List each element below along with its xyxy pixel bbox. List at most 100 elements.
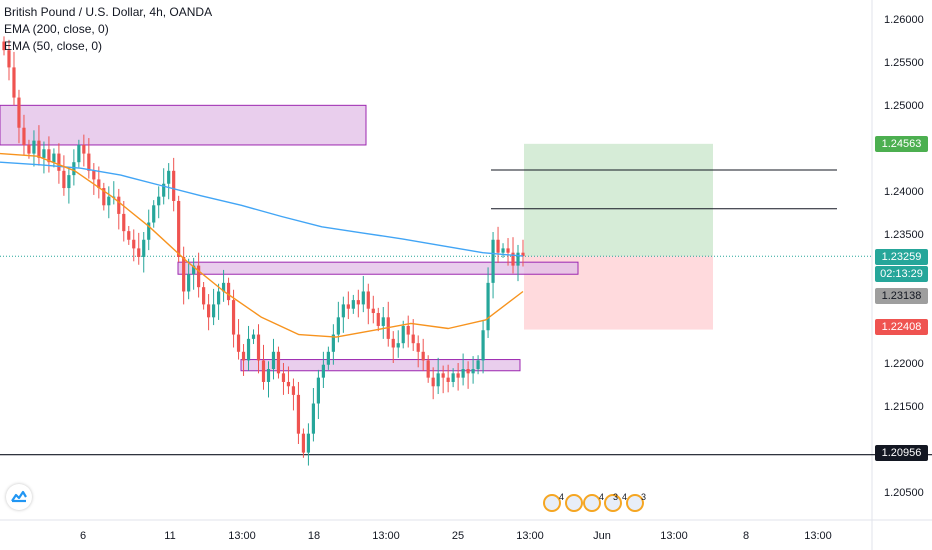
candle-body xyxy=(271,351,276,370)
candle-body xyxy=(331,334,335,352)
candle-body xyxy=(486,282,490,331)
us-flag-event-icon[interactable] xyxy=(565,494,583,512)
stop-price-tag: 1.22408 xyxy=(875,319,928,335)
candle-body xyxy=(266,369,271,382)
candle-body xyxy=(172,170,176,201)
x-tick-label: 11 xyxy=(164,530,176,542)
candle-body xyxy=(521,252,525,257)
candle-body xyxy=(226,282,231,301)
candle-body xyxy=(326,351,330,365)
candle-body xyxy=(441,373,445,378)
candle-body xyxy=(162,183,166,197)
candle-body xyxy=(17,97,21,128)
candle-body xyxy=(476,360,480,370)
event-count: 3 xyxy=(613,492,619,502)
candle-body xyxy=(456,373,460,378)
candle-body xyxy=(356,300,360,305)
y-tick-label: 1.23500 xyxy=(884,229,924,241)
candle-body xyxy=(406,325,410,335)
candle-body xyxy=(82,144,86,154)
candle-body xyxy=(261,360,266,382)
candle-body xyxy=(416,343,420,352)
candle-body xyxy=(466,369,470,374)
event-count: 4 xyxy=(559,492,565,502)
candle-body xyxy=(451,373,455,382)
candle-body xyxy=(127,231,131,240)
candle-body xyxy=(231,300,236,335)
candle-body xyxy=(251,334,256,339)
x-tick-label: 13:00 xyxy=(372,530,400,542)
candle-body xyxy=(381,317,385,326)
candle-body xyxy=(426,360,430,378)
us-flag-event-icon[interactable] xyxy=(583,494,601,512)
y-tick-label: 1.21500 xyxy=(884,401,924,413)
candle-body xyxy=(276,351,281,374)
x-tick-label: 13:00 xyxy=(804,530,832,542)
candle-body xyxy=(122,213,126,232)
candle-body xyxy=(246,338,251,361)
candle-body xyxy=(7,50,11,68)
supply-demand-zone xyxy=(0,104,367,146)
candle-body xyxy=(77,144,81,163)
candle-body xyxy=(177,200,181,257)
candle-body xyxy=(182,257,186,292)
candle-body xyxy=(341,304,345,318)
candle-body xyxy=(221,282,226,292)
x-tick-label: 6 xyxy=(79,530,87,542)
candle-body xyxy=(22,127,26,145)
target-price-tag: 1.24563 xyxy=(875,136,928,152)
ema200-legend: EMA (200, close, 0) xyxy=(4,22,109,36)
uk-flag-event-icon[interactable] xyxy=(604,494,622,512)
ema50-line xyxy=(0,152,524,338)
supply-demand-zone xyxy=(240,359,521,372)
candle-body xyxy=(496,239,500,253)
candle-body xyxy=(411,334,415,344)
candle-body xyxy=(511,252,515,266)
candle-body xyxy=(446,377,450,382)
uk-flag-event-icon[interactable] xyxy=(626,494,644,512)
candle-body xyxy=(187,274,191,292)
candle-body xyxy=(236,334,241,352)
candle-body xyxy=(431,377,435,387)
ema200-line xyxy=(0,161,524,257)
support-price-tag: 1.20956 xyxy=(875,445,928,461)
take-profit-zone xyxy=(524,143,713,257)
candle-body xyxy=(102,188,106,206)
candle-body xyxy=(202,287,206,305)
candle-body xyxy=(132,239,136,249)
candle-body xyxy=(301,433,306,453)
candle-body xyxy=(207,304,211,318)
candle-body xyxy=(281,373,286,382)
tradingview-logo-icon[interactable] xyxy=(6,484,32,510)
symbol-title: British Pound / U.S. Dollar, 4h, OANDA xyxy=(4,5,213,19)
candle-body xyxy=(296,394,301,434)
candle-body xyxy=(12,67,16,98)
mid-price-tag: 1.23138 xyxy=(875,288,928,304)
candle-body xyxy=(366,291,370,309)
candle-body xyxy=(461,369,465,378)
candle-body xyxy=(42,149,46,158)
candle-body xyxy=(37,140,41,158)
candle-body xyxy=(47,149,51,163)
candle-body xyxy=(316,377,320,404)
candle-body xyxy=(57,153,61,171)
event-count: 3 xyxy=(641,492,647,502)
x-tick-label: 13:00 xyxy=(516,530,544,542)
candle-body xyxy=(32,140,36,154)
candle-body xyxy=(147,222,151,240)
us-flag-event-icon[interactable] xyxy=(543,494,561,512)
candle-body xyxy=(211,304,216,318)
candle-body xyxy=(361,291,365,305)
candle-body xyxy=(52,153,56,163)
y-tick-label: 1.26000 xyxy=(884,14,924,26)
candle-body xyxy=(371,308,375,314)
candle-body xyxy=(92,170,96,180)
x-tick-label: 18 xyxy=(307,530,321,542)
chart-legend: British Pound / U.S. Dollar, 4h, OANDA E… xyxy=(4,4,212,55)
candle-body xyxy=(87,153,91,171)
candle-body xyxy=(216,291,221,305)
candle-body xyxy=(346,304,350,309)
candle-body xyxy=(311,403,316,434)
